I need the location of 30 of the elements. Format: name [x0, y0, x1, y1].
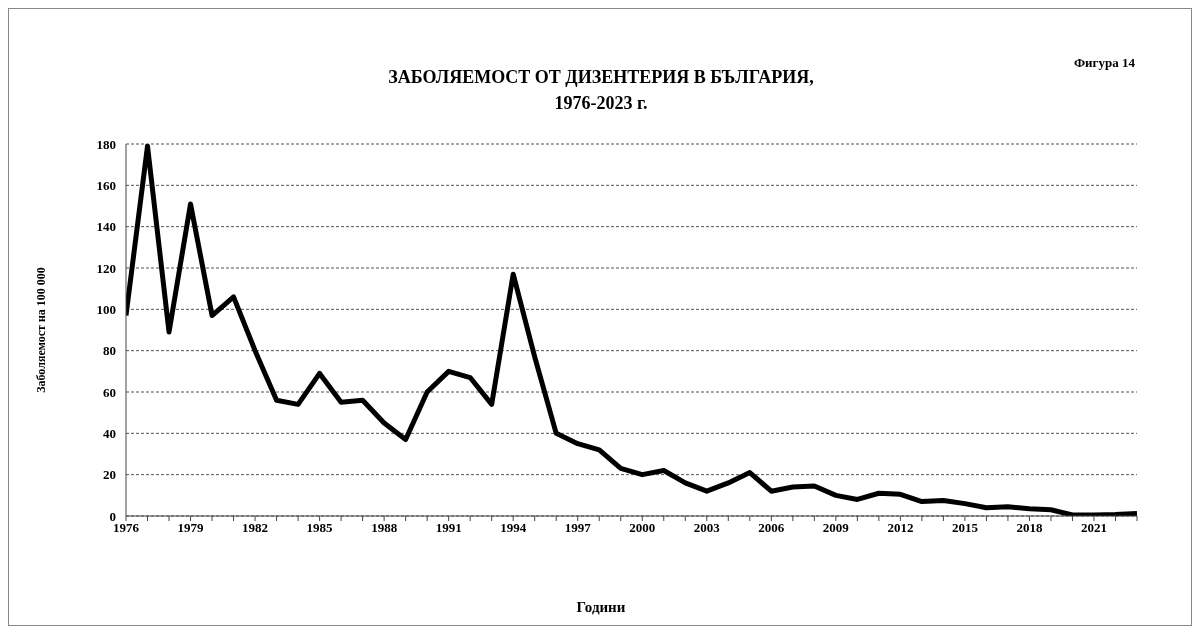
x-tick-label: 1979	[177, 520, 205, 536]
x-tick-label: 2012	[887, 520, 914, 536]
y-tick-label: 0	[109, 508, 116, 524]
x-tick-label: 2021	[1080, 520, 1107, 536]
x-tick-label: 2006	[758, 520, 785, 536]
x-tick-label: 1982	[242, 520, 269, 536]
y-tick-label: 100	[96, 301, 116, 317]
y-tick-label: 160	[96, 177, 116, 193]
y-axis-title: Заболяемост на 100 000	[34, 267, 49, 393]
x-tick-label: 1997	[564, 520, 592, 536]
y-tick-label: 60	[103, 384, 116, 400]
x-tick-label: 2000	[629, 520, 656, 536]
y-tick-label: 120	[96, 260, 116, 276]
x-tick-label: 2018	[1016, 520, 1043, 536]
x-tick-label: 1988	[371, 520, 398, 536]
x-tick-label: 1991	[435, 520, 462, 536]
y-tick-label: 20	[103, 467, 116, 483]
text: Фигура 14	[1073, 55, 1135, 71]
y-tick-label: 80	[103, 343, 116, 359]
x-tick-label: 1976	[113, 520, 140, 536]
chart-title: ЗАБОЛЯЕМОСТ ОТ ДИЗЕНТЕРИЯ В БЪЛГАРИЯ, 1976-2023 г.	[387, 67, 815, 115]
y-tick-label: 140	[96, 219, 116, 235]
x-tick-label: 1994	[500, 520, 527, 536]
x-tick-label: 2015	[951, 520, 979, 536]
y-tick-label: 40	[103, 425, 116, 441]
x-tick-label: 2003	[693, 520, 721, 536]
y-tick-label: 180	[96, 136, 116, 152]
x-tick-label: 2009	[822, 520, 850, 536]
x-axis-title: Години	[575, 599, 627, 616]
x-tick-label: 1985	[306, 520, 334, 536]
